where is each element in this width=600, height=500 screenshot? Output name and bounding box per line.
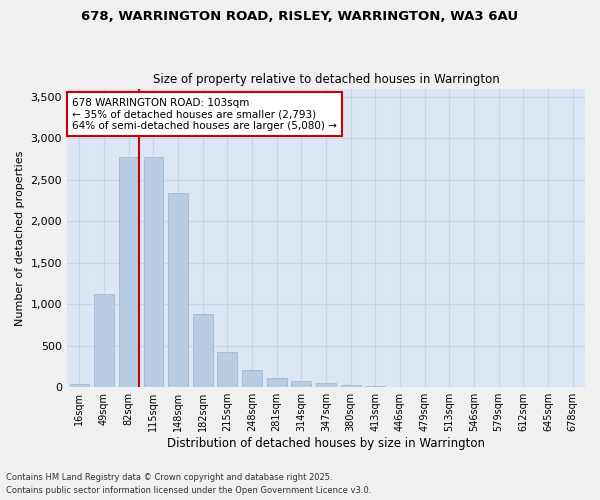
- Bar: [316, 384, 336, 387]
- Bar: [365, 386, 385, 387]
- Text: Contains HM Land Registry data © Crown copyright and database right 2025.
Contai: Contains HM Land Registry data © Crown c…: [6, 474, 371, 495]
- Bar: [242, 370, 262, 387]
- Bar: [267, 378, 287, 387]
- Title: Size of property relative to detached houses in Warrington: Size of property relative to detached ho…: [152, 73, 499, 86]
- Text: 678, WARRINGTON ROAD, RISLEY, WARRINGTON, WA3 6AU: 678, WARRINGTON ROAD, RISLEY, WARRINGTON…: [82, 10, 518, 23]
- Bar: [168, 193, 188, 387]
- Bar: [193, 314, 212, 387]
- Bar: [70, 384, 89, 387]
- Text: 678 WARRINGTON ROAD: 103sqm
← 35% of detached houses are smaller (2,793)
64% of : 678 WARRINGTON ROAD: 103sqm ← 35% of det…: [72, 98, 337, 130]
- Bar: [390, 386, 410, 387]
- Bar: [119, 156, 139, 387]
- Bar: [94, 294, 114, 387]
- X-axis label: Distribution of detached houses by size in Warrington: Distribution of detached houses by size …: [167, 437, 485, 450]
- Bar: [143, 156, 163, 387]
- Bar: [341, 385, 361, 387]
- Bar: [217, 352, 237, 387]
- Bar: [292, 382, 311, 387]
- Y-axis label: Number of detached properties: Number of detached properties: [15, 150, 25, 326]
